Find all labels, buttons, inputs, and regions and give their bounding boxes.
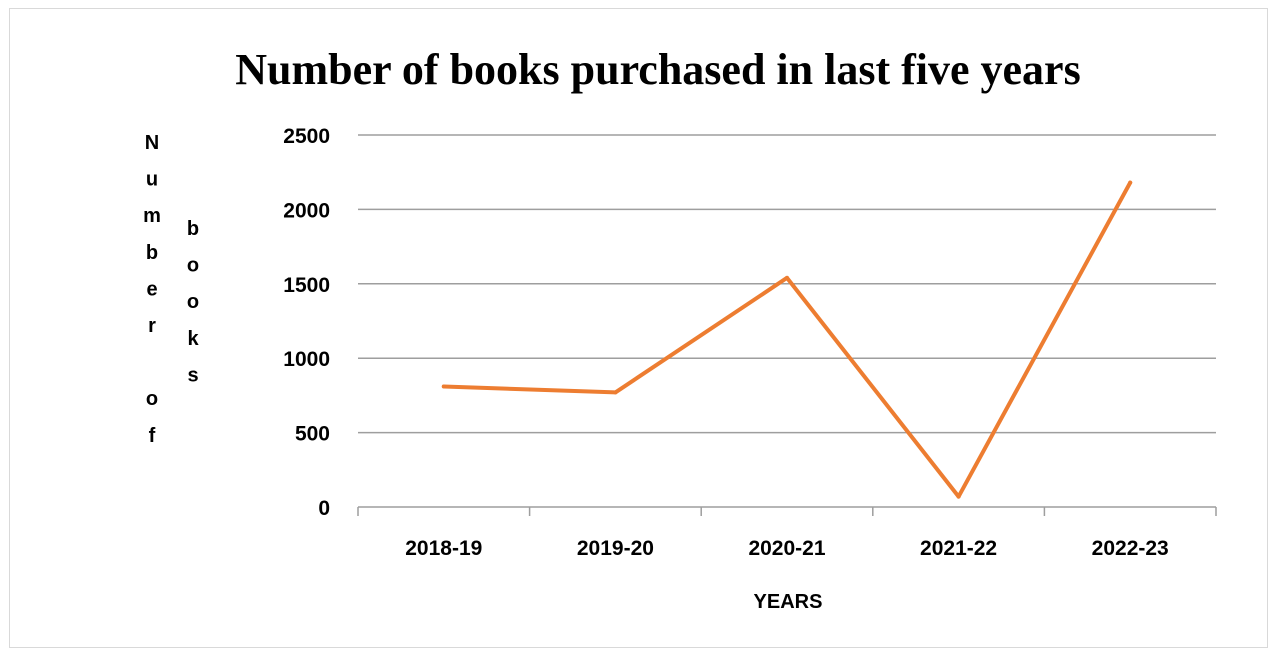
data-point	[441, 384, 446, 389]
axes	[357, 506, 1217, 516]
chart-frame	[9, 8, 1268, 648]
x-axis-label: YEARS	[754, 591, 823, 613]
y-tick-label: 1500	[283, 274, 330, 297]
y-axis-label-char: k	[187, 328, 199, 350]
y-axis-label-char: r	[148, 315, 156, 337]
data-point	[613, 390, 618, 395]
chart-title: Number of books purchased in last five y…	[235, 45, 1080, 94]
y-axis-label-char: b	[146, 242, 158, 264]
y-axis-label-char: f	[149, 425, 156, 447]
data-point	[1128, 180, 1133, 185]
data-point	[956, 494, 961, 499]
y-axis-label-char: s	[187, 364, 198, 386]
series-layer	[441, 180, 1133, 499]
y-axis-label-char: o	[187, 255, 199, 277]
x-tick-labels: 2018-19 2019-20 2020-21 2021-22 2022-23	[405, 537, 1168, 560]
y-tick-label: 1000	[283, 348, 330, 371]
y-axis-label-char: N	[145, 132, 159, 154]
y-axis-label-char: o	[146, 388, 158, 410]
y-axis-label-char: o	[187, 291, 199, 313]
y-tick-label: 2500	[283, 125, 330, 148]
y-tick-label: 500	[295, 423, 330, 446]
y-tick-labels: 0 500 1000 1500 2000 2500	[283, 125, 330, 520]
line-chart: Number of books purchased in last five y…	[143, 45, 1217, 613]
y-tick-label: 2000	[283, 199, 330, 222]
data-point	[785, 275, 789, 280]
x-tick-label: 2021-22	[920, 537, 997, 560]
y-tick-label: 0	[318, 497, 330, 520]
gridlines	[358, 134, 1216, 434]
x-tick-label: 2020-21	[748, 537, 825, 560]
y-axis-label-char: m	[143, 205, 161, 227]
y-axis-label-char: e	[146, 278, 157, 300]
x-tick-label: 2019-20	[577, 537, 654, 560]
series-line	[441, 180, 1133, 499]
y-axis-label-char: u	[146, 169, 158, 191]
y-axis-label-char: b	[187, 218, 199, 240]
x-tick-label: 2018-19	[405, 537, 482, 560]
x-tick-label: 2022-23	[1092, 537, 1169, 560]
